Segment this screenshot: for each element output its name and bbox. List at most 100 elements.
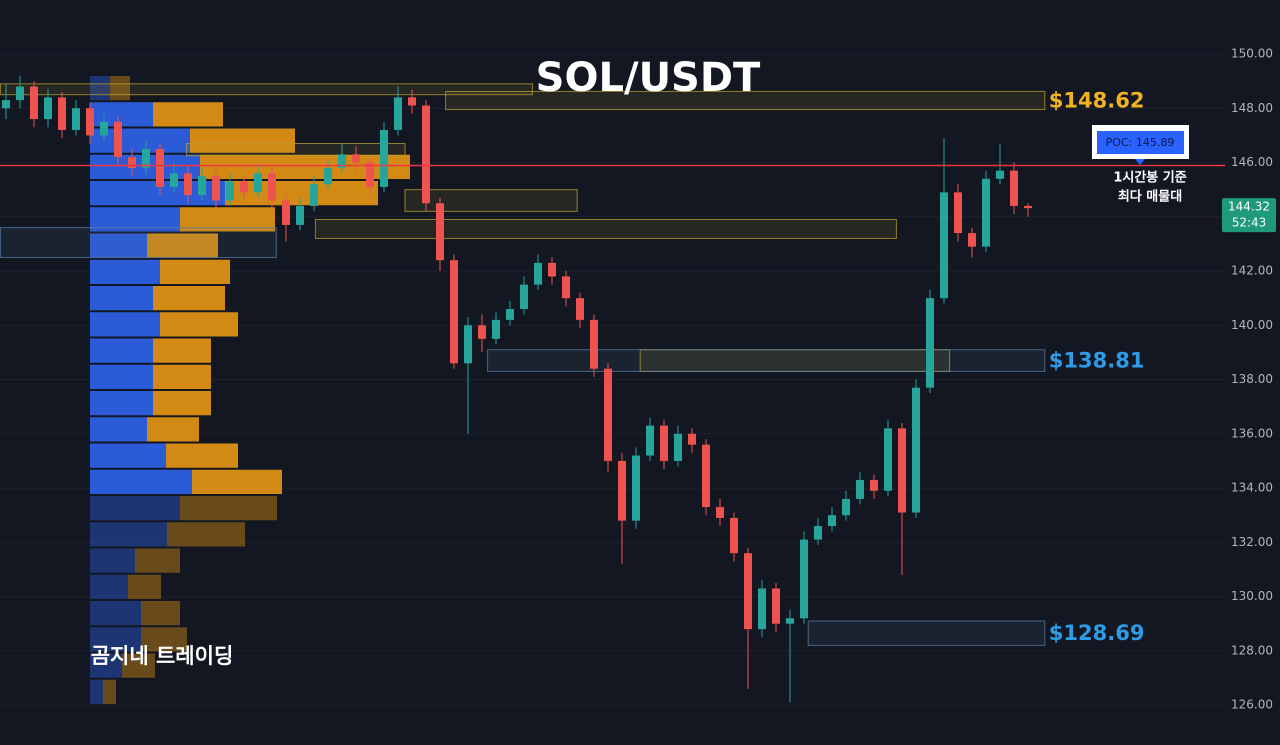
- candle-body: [800, 539, 808, 619]
- price-tag: [1222, 198, 1276, 233]
- candle-body: [128, 157, 136, 168]
- profile-sell: [153, 102, 223, 127]
- candle-body: [366, 162, 374, 187]
- profile-sell: [122, 653, 155, 678]
- profile-buy: [90, 496, 180, 521]
- zone-label: $148.62: [1049, 89, 1145, 113]
- candle-body: [408, 97, 416, 106]
- candle-body: [184, 173, 192, 196]
- y-tick-label: 126.00: [1231, 698, 1273, 712]
- candle-body: [786, 618, 794, 624]
- candle-body: [1010, 170, 1018, 206]
- candle-body: [422, 105, 430, 204]
- zone-label: $128.69: [1049, 621, 1145, 645]
- poc-note: 1시간봉 기준: [1113, 170, 1186, 186]
- y-tick-label: 140.00: [1231, 318, 1273, 332]
- profile-sell: [225, 181, 378, 206]
- candle-body: [814, 526, 822, 540]
- candle-body: [338, 154, 346, 168]
- profile-sell: [147, 417, 199, 442]
- candle-body: [254, 173, 262, 193]
- profile-sell: [190, 128, 295, 153]
- candle-body: [590, 319, 598, 369]
- candle-body: [394, 97, 402, 130]
- y-tick-label: 142.00: [1231, 264, 1273, 278]
- candle-body: [576, 298, 584, 320]
- candle-body: [1024, 205, 1032, 209]
- candle-body: [730, 517, 738, 554]
- y-tick-label: 128.00: [1231, 643, 1273, 657]
- candle-body: [646, 425, 654, 456]
- candle-body: [674, 433, 682, 461]
- candle-body: [548, 262, 556, 277]
- y-tick-label: 150.00: [1231, 46, 1273, 60]
- y-tick-label: 130.00: [1231, 589, 1273, 603]
- zone: [445, 90, 1046, 111]
- candle-body: [618, 460, 626, 521]
- profile-buy: [90, 627, 141, 652]
- profile-sell: [135, 548, 180, 573]
- zone: [0, 83, 533, 96]
- y-tick-label: 146.00: [1231, 155, 1273, 169]
- profile-sell: [153, 391, 211, 416]
- zone: [0, 227, 277, 258]
- candle-body: [968, 233, 976, 247]
- profile-sell: [141, 601, 180, 626]
- candle-body: [940, 192, 948, 299]
- profile-buy: [90, 286, 153, 311]
- candle-body: [226, 181, 234, 201]
- watermark: 곰지네 트레이딩: [91, 644, 234, 668]
- y-tick-label: 134.00: [1231, 481, 1273, 495]
- candle-body: [296, 205, 304, 225]
- candle-body: [450, 260, 458, 364]
- candle-body: [506, 309, 514, 320]
- candle-body: [632, 455, 640, 521]
- poc-pointer: [1135, 159, 1145, 165]
- candle-body: [660, 425, 668, 461]
- candle-body: [212, 176, 220, 201]
- zone-label: $138.81: [1049, 349, 1145, 373]
- profile-sell: [180, 496, 277, 521]
- candle-body: [478, 325, 486, 339]
- candle-body: [954, 192, 962, 234]
- candle-body: [828, 515, 836, 527]
- candle-body: [86, 108, 94, 136]
- profile-buy: [90, 443, 166, 468]
- candle-body: [268, 173, 276, 201]
- candle-body: [58, 97, 66, 130]
- candle-body: [702, 444, 710, 508]
- candle-body: [492, 319, 500, 339]
- profile-sell: [153, 338, 211, 363]
- profile-buy: [90, 312, 160, 337]
- candle-body: [912, 387, 920, 513]
- candle-body: [72, 108, 80, 130]
- profile-sell: [141, 627, 187, 652]
- chart-title: SOL/USDT: [536, 55, 761, 101]
- profile-sell: [153, 286, 225, 311]
- candle-body: [534, 262, 542, 285]
- candle-body: [870, 479, 878, 491]
- candle-body: [996, 170, 1004, 179]
- candle-body: [380, 129, 388, 187]
- candle-body: [16, 86, 24, 101]
- profile-buy: [90, 574, 128, 599]
- candle-body: [352, 154, 360, 163]
- profile-sell: [103, 679, 116, 704]
- zone: [487, 349, 1046, 372]
- profile-buy: [90, 338, 153, 363]
- profile-sell: [128, 574, 161, 599]
- candle-body: [716, 507, 724, 518]
- candle-body: [520, 284, 528, 310]
- candle-body: [926, 298, 934, 388]
- profile-buy: [90, 653, 122, 678]
- profile-sell: [192, 469, 282, 494]
- y-tick-label: 136.00: [1231, 426, 1273, 440]
- y-tick-label: 148.00: [1231, 101, 1273, 115]
- profile-sell: [160, 312, 238, 337]
- y-tick-label: 138.00: [1231, 372, 1273, 386]
- candle-body: [464, 325, 472, 364]
- candle-body: [744, 553, 752, 630]
- profile-buy: [90, 233, 147, 258]
- candle-body: [170, 173, 178, 187]
